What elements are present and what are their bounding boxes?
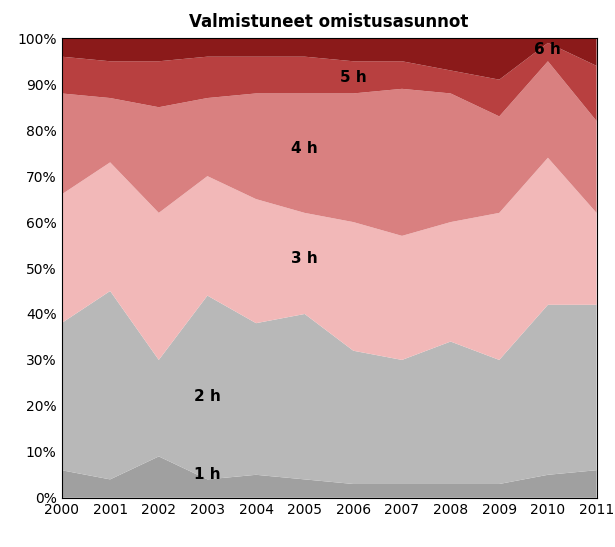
Text: 5 h: 5 h	[340, 70, 367, 85]
Text: 2 h: 2 h	[194, 389, 221, 404]
Title: Valmistuneet omistusasunnot: Valmistuneet omistusasunnot	[189, 13, 469, 31]
Text: 4 h: 4 h	[292, 141, 318, 156]
Text: 1 h: 1 h	[194, 467, 221, 482]
Text: 6 h: 6 h	[534, 42, 561, 57]
Text: 3 h: 3 h	[292, 251, 318, 266]
